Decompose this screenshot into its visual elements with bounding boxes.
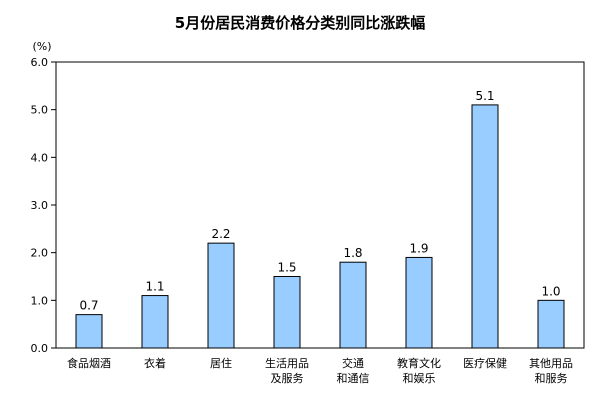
y-tick-label: 0.0 <box>31 342 49 355</box>
data-label: 1.0 <box>541 284 560 298</box>
y-tick-label: 3.0 <box>31 199 49 212</box>
data-labels: 0.7 1.1 2.2 1.5 1.8 1.9 5.1 1.0 <box>79 89 560 313</box>
bar <box>207 242 235 349</box>
plot-area-frame <box>55 61 585 349</box>
bar <box>471 104 499 349</box>
y-tick-label: 2.0 <box>31 247 49 260</box>
y-axis-ticks: 0.0 1.0 2.0 3.0 4.0 5.0 6.0 <box>31 56 56 355</box>
data-label: 2.2 <box>211 227 230 241</box>
data-label: 1.5 <box>277 261 296 275</box>
x-tick-label: 和通信 <box>337 372 370 385</box>
bar <box>75 314 103 349</box>
bar <box>339 261 367 349</box>
chart-title: 5月份居民消费价格分类别同比涨跌幅 <box>175 14 425 32</box>
x-tick-label: 教育文化 <box>397 356 441 370</box>
x-tick-label: 和服务 <box>535 372 568 385</box>
y-tick-label: 4.0 <box>31 151 49 164</box>
data-label: 1.1 <box>145 280 164 294</box>
y-axis-unit: (%) <box>32 40 51 53</box>
x-tick-label: 交通 <box>342 356 364 370</box>
bars <box>75 104 565 349</box>
y-tick-label: 5.0 <box>31 104 49 117</box>
bar <box>537 299 565 349</box>
x-tick-label: 衣着 <box>144 356 166 370</box>
x-tick-label: 及服务 <box>271 372 304 385</box>
bar <box>141 295 169 349</box>
x-tick-label: 居住 <box>210 356 232 370</box>
x-tick-label: 和娱乐 <box>403 371 436 385</box>
bar <box>405 256 433 349</box>
x-tick-label: 其他用品 <box>529 357 573 370</box>
data-label: 1.8 <box>343 246 362 260</box>
x-tick-label: 医疗保健 <box>463 356 507 370</box>
y-tick-label: 6.0 <box>31 56 49 69</box>
data-label: 5.1 <box>475 89 494 103</box>
y-tick-label: 1.0 <box>31 294 49 307</box>
x-tick-label: 食品烟酒 <box>67 356 111 370</box>
bar <box>273 276 301 349</box>
data-label: 0.7 <box>79 299 98 313</box>
x-tick-label: 生活用品 <box>265 356 309 370</box>
data-label: 1.9 <box>409 241 428 255</box>
